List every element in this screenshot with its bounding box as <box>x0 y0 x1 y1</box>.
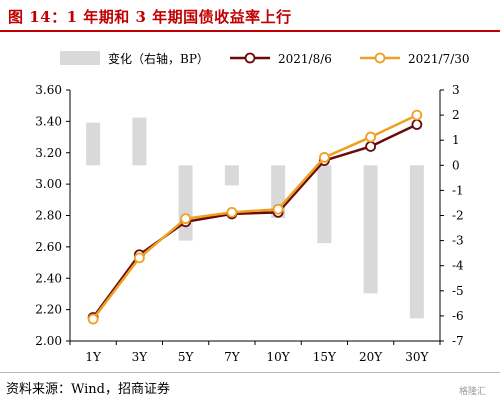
x-tick-label: 1Y <box>85 350 102 364</box>
y-left-tick-label: 3.00 <box>35 177 62 191</box>
bar-7Y <box>224 165 239 186</box>
y-left-tick-label: 2.20 <box>35 303 62 317</box>
bar-series <box>86 117 424 319</box>
point-s1-20Y <box>365 141 377 152</box>
y-right-tick-label: 1 <box>452 133 460 147</box>
line-series-1 <box>92 123 418 319</box>
y-left-tick-label: 2.40 <box>35 271 62 285</box>
watermark: 格隆汇 <box>458 387 486 397</box>
bar-1Y <box>86 122 101 166</box>
x-tick-label: 15Y <box>313 350 337 364</box>
point-s2-5Y <box>180 213 192 225</box>
bar-15Y <box>317 165 332 244</box>
y-right-tick-label: -3 <box>452 234 464 248</box>
legend-marker-series-2 <box>374 52 386 64</box>
point-s2-20Y <box>365 131 377 143</box>
chart-title: 图 14：1 年期和 3 年期国债收益率上行 <box>8 8 292 26</box>
y-right-tick-label: -2 <box>452 209 464 223</box>
x-tick-label: 20Y <box>359 350 383 364</box>
y-right-tick-label: 2 <box>452 108 460 122</box>
legend-label-series-2: 2021/7/30 <box>408 52 470 66</box>
x-tick-label: 3Y <box>132 350 149 364</box>
point-s1-30Y <box>411 119 423 130</box>
x-tick-label: 10Y <box>267 350 291 364</box>
y-right-tick-label: -4 <box>452 259 464 273</box>
legend-label-series-1: 2021/8/6 <box>278 52 332 66</box>
y-right-tick-label: 0 <box>452 158 460 172</box>
bar-3Y <box>132 117 147 166</box>
y-left-tick-label: 2.80 <box>35 209 62 223</box>
line-series <box>87 109 423 325</box>
legend-label-bar: 变化（右轴，BP） <box>108 51 209 66</box>
y-right-tick-label: -1 <box>452 183 464 197</box>
y-left-tick-label: 2.00 <box>35 334 62 348</box>
title-underline <box>0 30 500 32</box>
y-left-tick-label: 3.60 <box>35 83 62 97</box>
bar-20Y <box>363 165 378 294</box>
point-s2-1Y <box>87 313 99 325</box>
point-s2-3Y <box>133 252 145 264</box>
point-s2-15Y <box>318 152 330 163</box>
point-s2-7Y <box>226 206 238 218</box>
line-series-2 <box>92 113 418 320</box>
bar-30Y <box>409 165 424 319</box>
y-right-tick-label: 3 <box>452 83 460 97</box>
point-s2-10Y <box>272 203 284 215</box>
y-left-tick-label: 3.20 <box>35 146 62 160</box>
x-tick-label: 30Y <box>405 350 429 364</box>
y-right-tick-label: -6 <box>452 309 464 323</box>
x-tick-label: 7Y <box>224 350 241 364</box>
legend: 变化（右轴，BP） 2021/8/6 2021/7/30 <box>60 51 470 66</box>
y-left-tick-label: 2.60 <box>35 240 62 254</box>
point-s2-30Y <box>411 109 423 121</box>
x-tick-label: 5Y <box>178 350 195 364</box>
legend-marker-series-1 <box>244 52 256 64</box>
y-left-tick-label: 3.40 <box>35 114 62 128</box>
source-note: 资料来源：Wind，招商证券 <box>6 382 170 397</box>
y-right-tick-label: -7 <box>452 334 464 348</box>
bar-5Y <box>178 165 193 241</box>
legend-swatch-bar <box>60 51 100 65</box>
footer-divider <box>0 372 500 373</box>
y-right-tick-label: -5 <box>452 284 464 298</box>
axes: 2.00 2.20 2.40 2.60 2.80 3.00 3.20 3.40 3.60 -7 -6… <box>35 83 464 364</box>
